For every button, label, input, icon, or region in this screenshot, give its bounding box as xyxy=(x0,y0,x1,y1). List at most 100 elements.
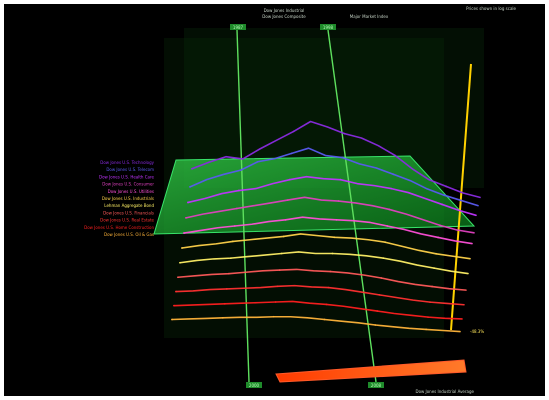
series-point xyxy=(382,257,385,260)
series-point xyxy=(335,218,338,221)
series-point xyxy=(343,132,346,135)
series-point xyxy=(288,178,291,181)
top-marker-2: 1998 xyxy=(323,25,334,30)
title-line-1: Dow Jones Industrial xyxy=(264,8,305,13)
series-point xyxy=(425,328,428,331)
series-point xyxy=(229,257,232,260)
series-line xyxy=(171,315,461,333)
legend-item: Dow Jones U.S. Technology xyxy=(100,160,154,165)
series-point xyxy=(435,252,438,255)
series-point xyxy=(337,200,340,202)
bottom-marker-2: 2008 xyxy=(371,383,382,388)
title-line-2: Dow Jones Composite xyxy=(262,14,306,19)
series-point xyxy=(374,324,377,326)
right-axis xyxy=(450,63,472,331)
series-point xyxy=(443,194,446,197)
series-point xyxy=(286,199,289,201)
series-line xyxy=(185,196,475,234)
series-line xyxy=(173,300,463,320)
series-point xyxy=(437,236,440,239)
series-point xyxy=(278,269,281,272)
legend-item: Dow Jones U.S. Telecom xyxy=(106,167,154,172)
time-marker-left xyxy=(236,29,250,383)
series-point xyxy=(175,290,177,293)
chart-viewport: 1987 1998 2000 2008 Dow Jones Industrial… xyxy=(4,4,545,396)
series-point xyxy=(225,288,228,290)
series-point xyxy=(181,247,183,249)
series-point xyxy=(179,261,181,264)
series-point xyxy=(233,225,236,227)
series-point xyxy=(272,315,275,318)
series-point xyxy=(171,318,173,321)
base-ribbon xyxy=(275,359,467,383)
series-point xyxy=(431,285,434,288)
legend-item: Dow Jones U.S. Financials xyxy=(103,210,154,215)
legend-item: Dow Jones U.S. Industrials xyxy=(102,196,154,201)
series-point xyxy=(177,276,179,279)
bottom-marker-2-box xyxy=(368,382,384,388)
legend-item: Dow Jones U.S. Consumer xyxy=(102,182,154,187)
top-marker-2-box xyxy=(320,24,336,30)
series-line xyxy=(179,251,469,275)
series-point xyxy=(331,252,334,255)
legend-item: Dow Jones U.S. Home Construction xyxy=(84,225,154,230)
series-point xyxy=(378,293,381,296)
chart-svg: 1987 1998 2000 2008 Dow Jones Industrial… xyxy=(84,6,516,394)
series-point xyxy=(221,316,224,319)
series-point xyxy=(239,169,242,172)
series-point xyxy=(231,240,234,243)
series-point xyxy=(223,302,226,305)
legend-item: Dow Jones U.S. Oil & Gas xyxy=(104,232,154,237)
series-point xyxy=(237,189,240,192)
series-point xyxy=(290,152,293,155)
series-point xyxy=(282,235,285,238)
top-marker-1-box xyxy=(230,24,246,30)
series-point xyxy=(185,216,187,219)
series-point xyxy=(394,154,397,157)
series-point xyxy=(173,304,175,307)
series-point xyxy=(292,130,295,133)
series-point xyxy=(439,224,442,227)
legend-item: Dow Jones U.S. Health Care xyxy=(99,174,155,179)
series-line xyxy=(177,268,467,291)
series-point xyxy=(376,310,379,312)
legend-item: Lehman Aggregate Bond xyxy=(104,203,154,208)
series-point xyxy=(427,316,430,319)
bottom-marker-1: 2000 xyxy=(249,383,260,388)
series-point xyxy=(183,232,185,234)
series-line xyxy=(175,284,465,306)
series-point xyxy=(241,158,244,160)
series-point xyxy=(235,207,238,210)
series-point xyxy=(227,272,230,275)
top-marker-1: 1987 xyxy=(233,25,244,30)
series-point xyxy=(339,178,342,181)
series-point xyxy=(327,286,330,289)
legend-item: Dow Jones U.S. Utilities xyxy=(108,189,154,194)
series-point xyxy=(445,185,448,188)
legend-item: Dow Jones U.S. Real Estate xyxy=(100,218,154,223)
bottom-marker-1-box xyxy=(246,382,262,388)
series-point xyxy=(191,167,193,170)
series-point xyxy=(429,301,432,304)
series-point xyxy=(284,218,287,221)
series-point xyxy=(329,270,332,273)
right-callout: -48.3% xyxy=(470,329,484,334)
series-point xyxy=(323,318,326,321)
series-point xyxy=(388,208,391,211)
series-point xyxy=(325,303,328,306)
legend: Dow Jones U.S. Technology Dow Jones U.S. … xyxy=(84,160,155,237)
series-point xyxy=(280,252,283,255)
series-point xyxy=(333,236,336,239)
series-point xyxy=(390,187,393,190)
series-point xyxy=(433,267,436,270)
series-point xyxy=(341,156,344,159)
series-point xyxy=(187,201,189,204)
series-point xyxy=(384,241,387,244)
title-line-3: Major Market Index xyxy=(350,14,389,19)
series-point xyxy=(441,203,444,206)
series-point xyxy=(276,285,279,288)
series-point xyxy=(274,301,277,303)
series-line xyxy=(191,120,481,199)
series-layer xyxy=(171,120,481,333)
series-point xyxy=(392,173,395,176)
